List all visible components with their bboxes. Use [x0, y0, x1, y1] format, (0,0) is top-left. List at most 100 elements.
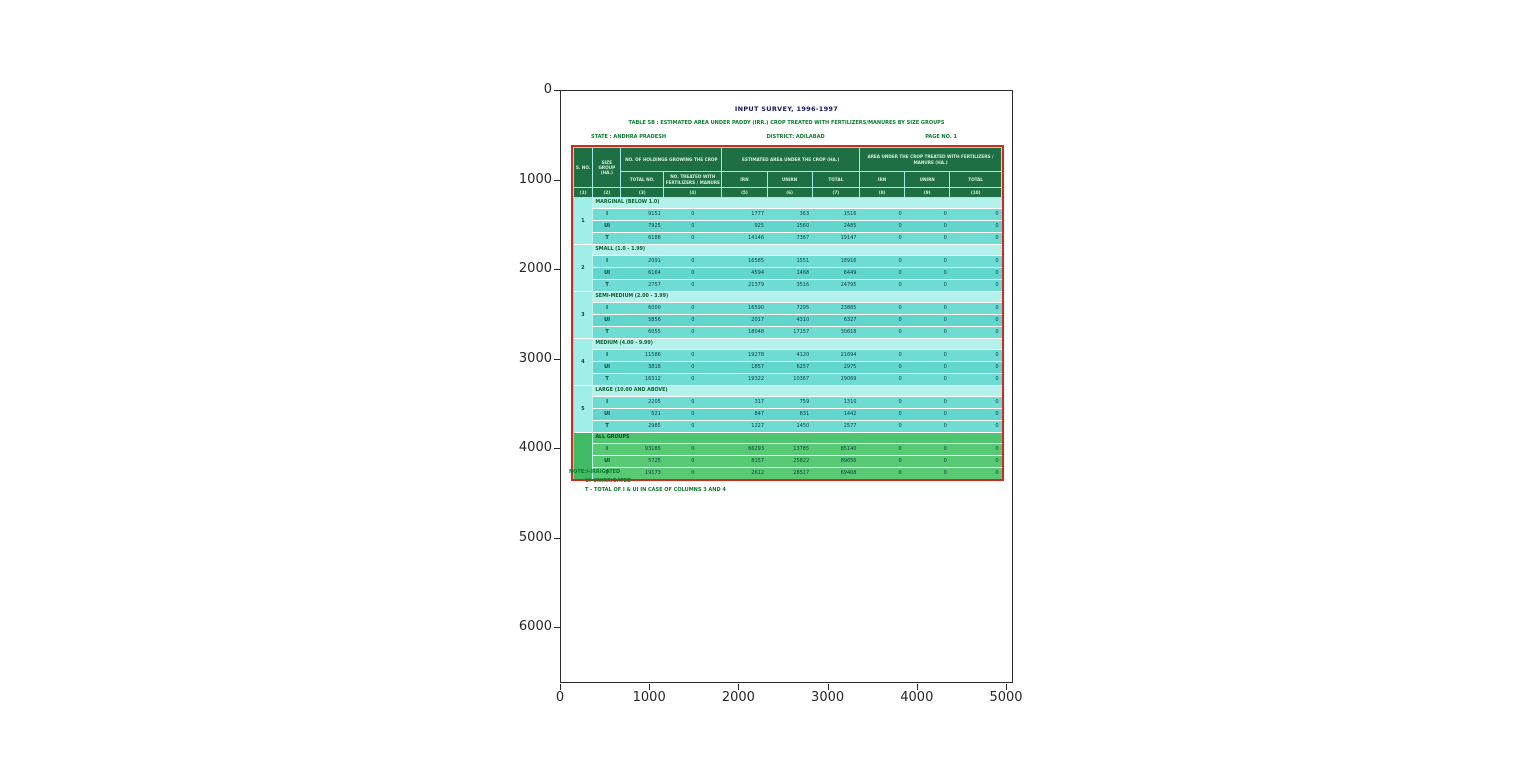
x-tick-label: 3000: [811, 690, 845, 705]
value-cell: 7925: [620, 220, 664, 233]
value-cell: 28517: [767, 467, 813, 479]
value-cell: 19322: [721, 373, 768, 386]
value-cell: 5856: [620, 314, 664, 327]
value-cell: 0: [904, 279, 950, 292]
header-cell: S. NO.: [572, 147, 594, 188]
value-cell: 0: [904, 232, 950, 245]
value-cell: 7295: [767, 302, 813, 315]
value-cell: 2612: [721, 467, 768, 479]
size-group-label: MEDIUM (4.00 - 9.99): [592, 338, 1002, 350]
value-cell: 0: [949, 314, 1002, 327]
group-number-cell: 5: [573, 385, 594, 433]
size-group-label-row: 3 SEMI-MEDIUM (2.00 - 3.99): [573, 291, 1002, 339]
note-line: UI-UNIRRIGATED: [585, 477, 632, 484]
table-body: 1 MARGINAL (BELOW 1.0) I 9151 0 1777 363 1516 0 0…: [573, 197, 1002, 479]
value-cell: 831: [767, 408, 813, 421]
table-row: T 19173 0 2612 28517 69408 0 0 0: [574, 467, 1002, 479]
header-cell: UNIRN: [904, 171, 951, 188]
value-cell: 23885: [812, 302, 860, 315]
value-cell: 0: [663, 220, 722, 233]
irrigation-code-cell: T: [592, 279, 621, 292]
irrigation-code-cell: I: [592, 302, 621, 315]
irrigation-code-cell: UI: [592, 408, 621, 421]
size-group-label: MARGINAL (BELOW 1.0): [592, 197, 1002, 209]
value-cell: 29069: [812, 373, 860, 386]
value-cell: 19173: [620, 467, 664, 479]
table-row: I 2091 0 16585 1551 18916 0 0 0: [574, 255, 1002, 268]
table-row: T 6055 0 18048 17157 30618 0 0 0: [574, 326, 1002, 339]
value-cell: 25822: [767, 455, 813, 468]
y-tick-mark: [554, 448, 560, 449]
irrigation-code-cell: UI: [592, 455, 621, 468]
value-cell: 0: [949, 232, 1002, 245]
district-label: DISTRICT: ADILABAD: [766, 134, 825, 140]
plot-axes: INPUT SURVEY, 1996-1997 TABLE 5B : ESTIM…: [560, 90, 1013, 683]
value-cell: 0: [859, 373, 905, 386]
table-header: S. NO. SIZE GROUP (HA.) NO. OF HOLDINGS GR…: [572, 147, 1003, 198]
value-cell: 1227: [721, 420, 768, 433]
value-cell: 0: [663, 279, 722, 292]
y-tick-mark: [554, 358, 560, 360]
value-cell: 0: [663, 373, 722, 386]
value-cell: 0: [859, 326, 905, 339]
value-cell: 0: [663, 267, 722, 280]
value-cell: 0: [904, 255, 950, 268]
value-cell: 0: [904, 302, 950, 315]
header-cell: SIZE GROUP (HA.): [592, 147, 622, 188]
table-row: T 6188 0 14146 7367 19147 0 0 0: [574, 232, 1002, 245]
x-tick-mark: [738, 684, 740, 690]
value-cell: 0: [949, 208, 1002, 221]
value-cell: 0: [859, 467, 905, 479]
value-cell: 0: [663, 208, 722, 221]
group-number-cell: 4: [573, 338, 594, 386]
header-cell: TOTAL: [949, 171, 1002, 188]
value-cell: 0: [949, 396, 1002, 409]
size-group-label: LARGE (10.00 AND ABOVE): [592, 385, 1002, 397]
table-row: UI 6164 0 4594 1468 6449 0 0 0: [574, 267, 1002, 280]
value-cell: 1560: [767, 220, 813, 233]
value-cell: 4310: [767, 314, 813, 327]
value-cell: 69408: [812, 467, 860, 479]
irrigation-code-cell: UI: [592, 361, 621, 374]
value-cell: 0: [859, 208, 905, 221]
value-cell: 0: [859, 443, 905, 456]
value-cell: 0: [663, 467, 722, 479]
value-cell: 0: [859, 420, 905, 433]
size-group-label-row: 2 SMALL (1.0 - 1.99): [573, 244, 1002, 292]
scanned-table-image: INPUT SURVEY, 1996-1997 TABLE 5B : ESTIM…: [561, 91, 1012, 682]
header-cell: UNIRN: [766, 171, 813, 188]
value-cell: 317: [721, 396, 768, 409]
value-cell: 0: [663, 420, 722, 433]
column-number-cell: (2): [592, 187, 622, 198]
value-cell: 6055: [620, 326, 664, 339]
value-cell: 8157: [721, 455, 768, 468]
value-cell: 1551: [767, 255, 813, 268]
value-cell: 0: [859, 255, 905, 268]
group-number-cell: 3: [573, 291, 594, 339]
value-cell: 0: [904, 396, 950, 409]
value-cell: 4120: [767, 349, 813, 362]
value-cell: 1310: [812, 396, 860, 409]
value-cell: 0: [663, 232, 722, 245]
irrigation-code-cell: UI: [592, 314, 621, 327]
value-cell: 21379: [721, 279, 768, 292]
table-row: I 2205 0 317 759 1310 0 0 0: [574, 396, 1002, 409]
state-label: STATE : ANDHRA PRADESH: [591, 134, 666, 140]
size-group-label-row: ALL GROUPS: [573, 432, 1002, 479]
x-tick-mark: [1006, 684, 1007, 690]
value-cell: 847: [721, 408, 768, 421]
value-cell: 0: [904, 349, 950, 362]
value-cell: 1468: [767, 267, 813, 280]
value-cell: 0: [663, 408, 722, 421]
irrigation-code-cell: T: [592, 467, 621, 479]
column-number-cell: (5): [721, 187, 768, 198]
value-cell: 0: [904, 420, 950, 433]
value-cell: 21694: [812, 349, 860, 362]
value-cell: 1857: [721, 361, 768, 374]
value-cell: 0: [859, 220, 905, 233]
value-cell: 7367: [767, 232, 813, 245]
y-tick-mark: [554, 537, 560, 539]
irrigation-code-cell: I: [592, 443, 621, 456]
value-cell: 0: [949, 467, 1002, 479]
value-cell: 363: [767, 208, 813, 221]
